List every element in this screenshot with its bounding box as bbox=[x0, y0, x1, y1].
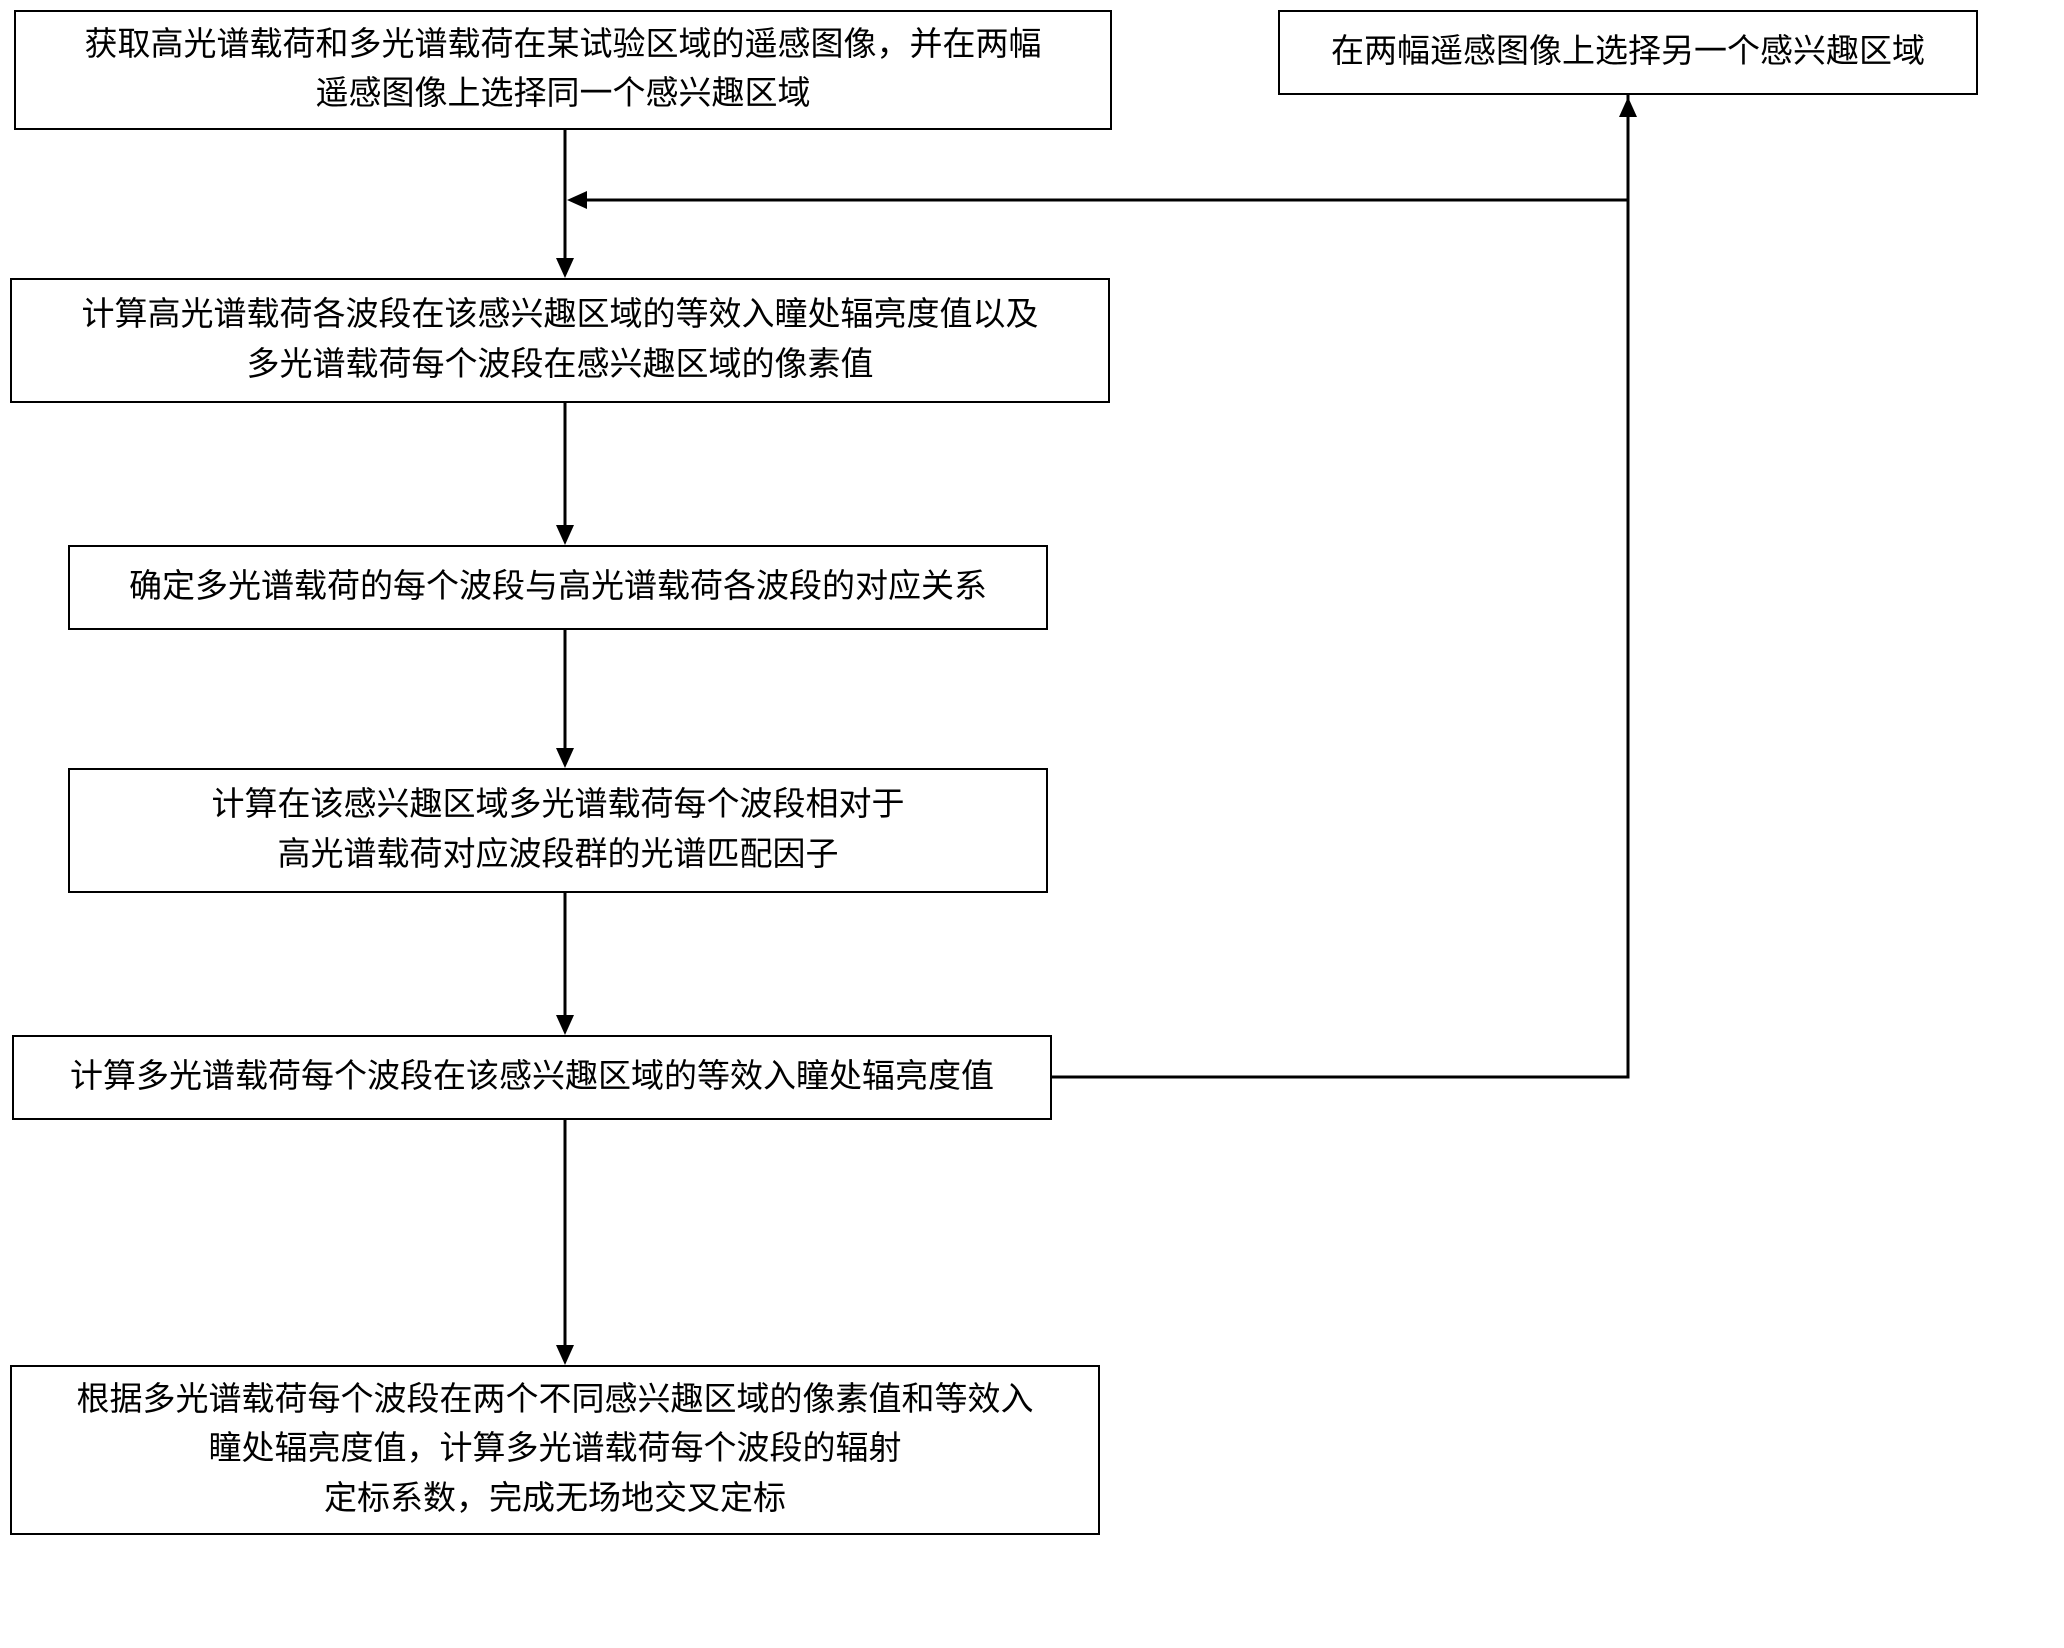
edge-n6-n2-loopback bbox=[1052, 97, 1637, 1077]
edge-n3-n4 bbox=[556, 403, 574, 545]
flow-node-compute-radiance-pixel: 计算高光谱载荷各波段在该感兴趣区域的等效入瞳处辐亮度值以及 多光谱载荷每个波段在… bbox=[10, 278, 1110, 403]
edge-n1-n3 bbox=[556, 130, 574, 278]
flow-node-calibrate-coefficients: 根据多光谱载荷每个波段在两个不同感兴趣区域的像素值和等效入 瞳处辐亮度值，计算多… bbox=[10, 1365, 1100, 1535]
edge-n5-n6 bbox=[556, 893, 574, 1035]
flow-node-select-another-roi: 在两幅遥感图像上选择另一个感兴趣区域 bbox=[1278, 10, 1978, 95]
edge-n4-n5 bbox=[556, 630, 574, 768]
edge-n6-n7 bbox=[556, 1120, 574, 1365]
flow-node-band-correspondence: 确定多光谱载荷的每个波段与高光谱载荷各波段的对应关系 bbox=[68, 545, 1048, 630]
flow-node-spectral-match-factor: 计算在该感兴趣区域多光谱载荷每个波段相对于 高光谱载荷对应波段群的光谱匹配因子 bbox=[68, 768, 1048, 893]
node-text: 计算高光谱载荷各波段在该感兴趣区域的等效入瞳处辐亮度值以及 多光谱载荷每个波段在… bbox=[82, 291, 1039, 390]
node-text: 获取高光谱载荷和多光谱载荷在某试验区域的遥感图像，并在两幅 遥感图像上选择同一个… bbox=[85, 21, 1042, 120]
node-text: 计算在该感兴趣区域多光谱载荷每个波段相对于 高光谱载荷对应波段群的光谱匹配因子 bbox=[212, 781, 905, 880]
node-text: 计算多光谱载荷每个波段在该感兴趣区域的等效入瞳处辐亮度值 bbox=[70, 1053, 994, 1103]
node-text: 在两幅遥感图像上选择另一个感兴趣区域 bbox=[1331, 28, 1925, 78]
flow-node-multispec-radiance: 计算多光谱载荷每个波段在该感兴趣区域的等效入瞳处辐亮度值 bbox=[12, 1035, 1052, 1120]
flow-node-acquire-images: 获取高光谱载荷和多光谱载荷在某试验区域的遥感图像，并在两幅 遥感图像上选择同一个… bbox=[14, 10, 1112, 130]
node-text: 确定多光谱载荷的每个波段与高光谱载荷各波段的对应关系 bbox=[129, 563, 987, 613]
node-text: 根据多光谱载荷每个波段在两个不同感兴趣区域的像素值和等效入 瞳处辐亮度值，计算多… bbox=[77, 1376, 1034, 1525]
